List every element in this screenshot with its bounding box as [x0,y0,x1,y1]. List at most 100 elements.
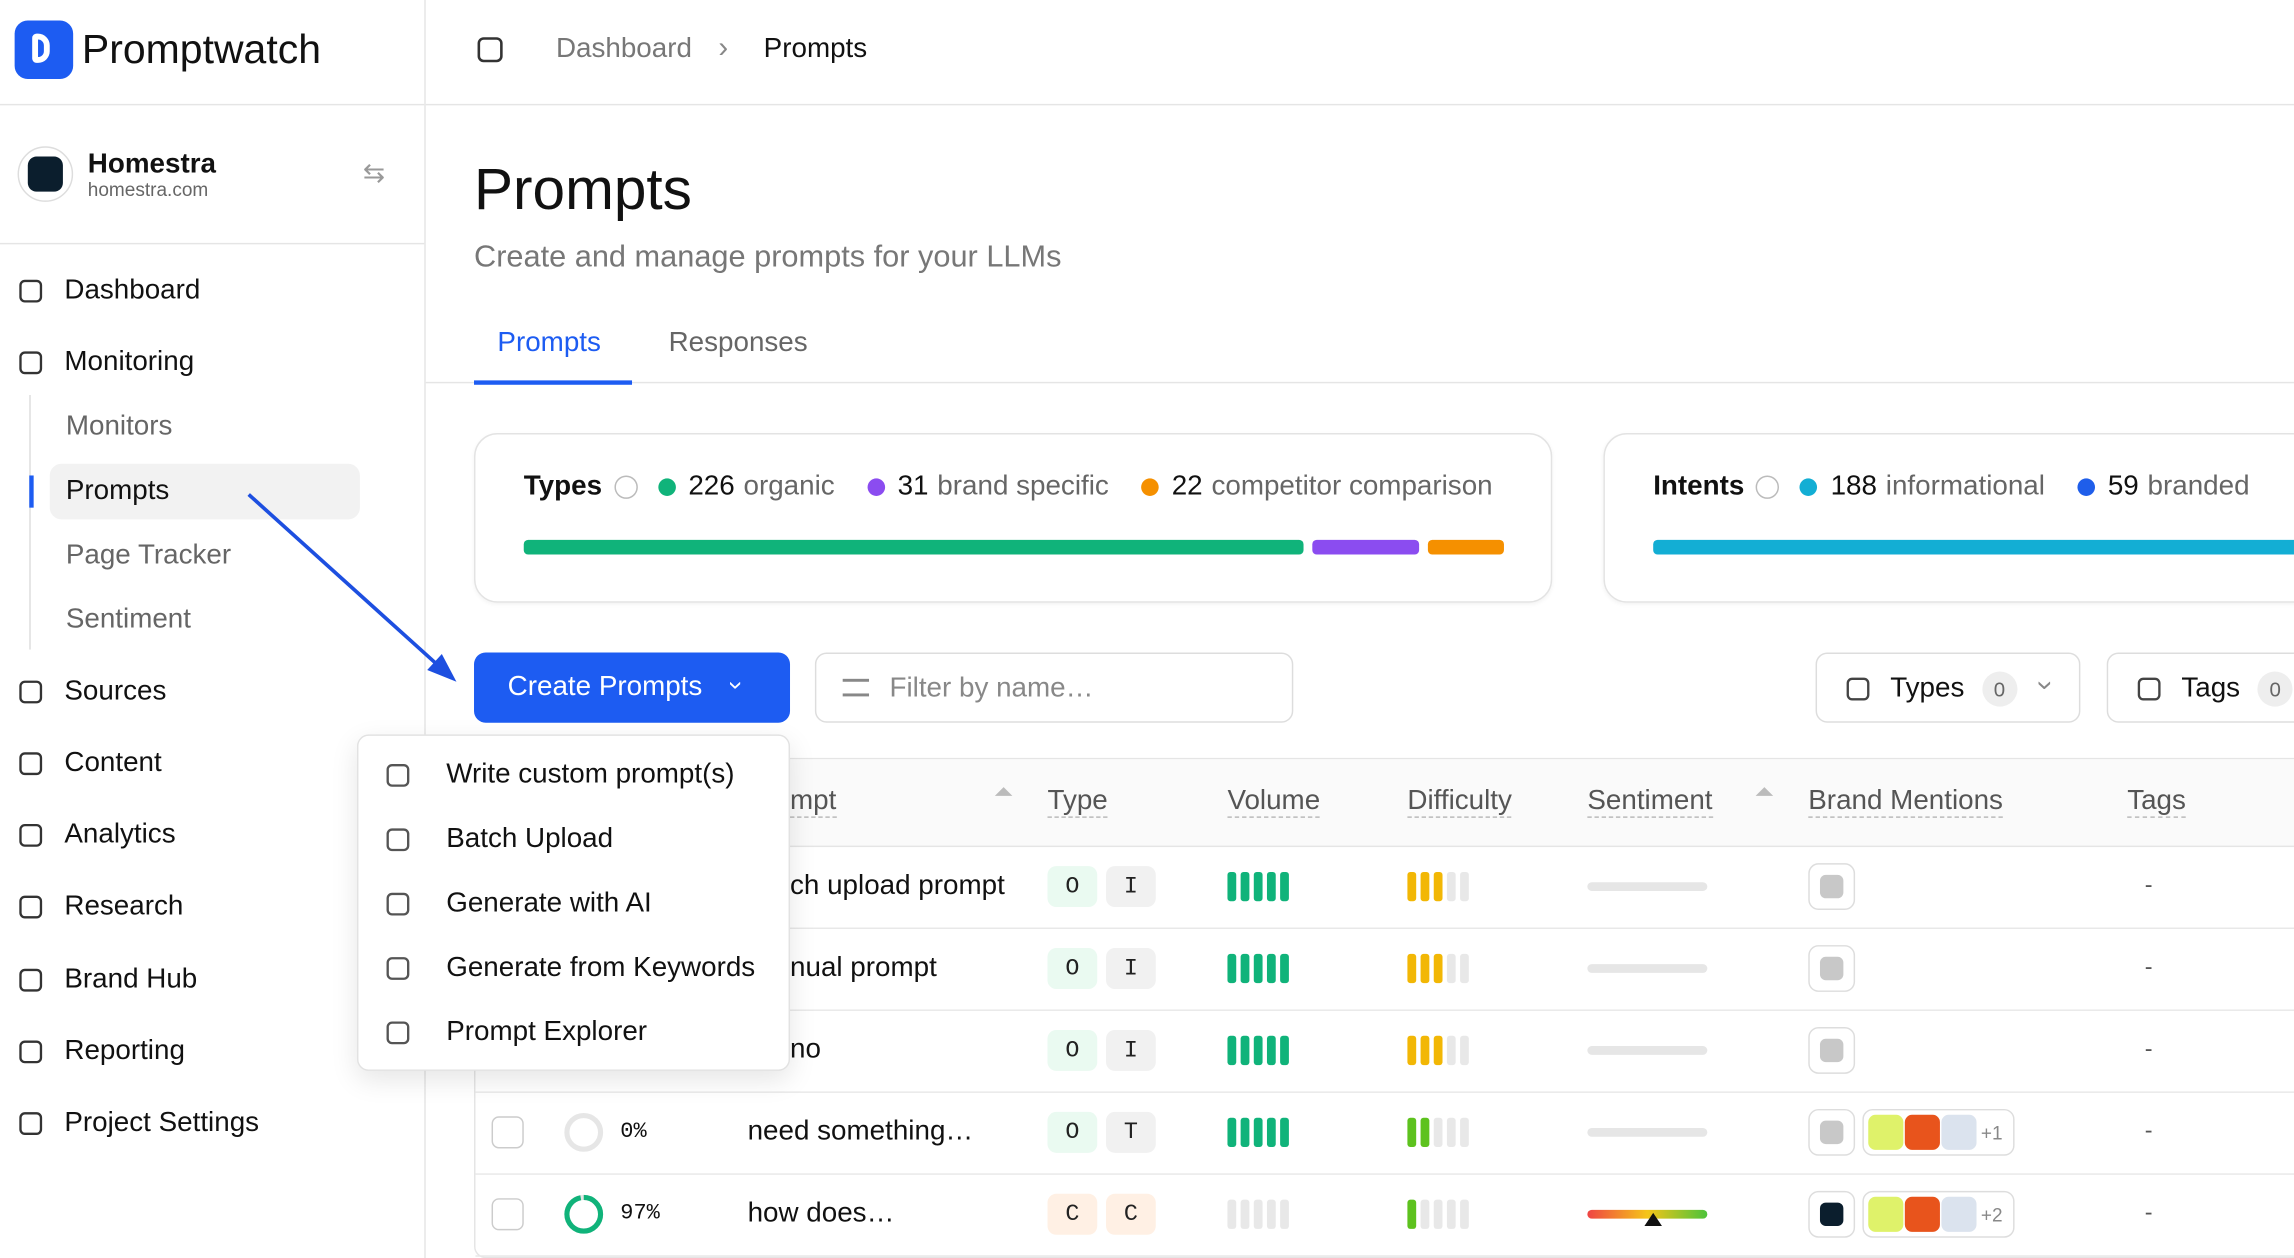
nav-subitem[interactable]: Sentiment [65,603,191,635]
tab[interactable]: Prompts [497,327,601,358]
level-bar [1420,871,1430,902]
ring-track [564,1112,604,1152]
arrow-line [247,493,445,672]
menu-item[interactable]: Batch Upload [446,823,614,854]
nav-item[interactable]: Analytics [64,818,176,850]
level-bar [1227,871,1237,902]
nav-tree-line [29,395,31,650]
visibility-ring [564,1112,604,1152]
icon [386,892,410,916]
switch-project[interactable]: ⇆ [362,158,385,188]
type-badge: O [1047,948,1098,989]
nav-item[interactable]: Content [64,746,162,778]
nav-item[interactable]: Project Settings [64,1106,260,1138]
nav-item[interactable]: Sources [64,675,167,706]
level-bar [1460,1035,1469,1066]
brand-mark [1819,956,1844,981]
create-prompts-button[interactable]: Create Prompts › [474,652,791,723]
icon-shape [19,1040,43,1064]
level-bar [1253,1199,1263,1229]
brand-logo [1808,1027,1856,1074]
prompt-text[interactable]: need something… [747,1115,974,1147]
icon [386,763,410,787]
type-badge: T [1106,1111,1156,1153]
page-title: Prompts [474,158,692,223]
column-header[interactable]: Difficulty [1407,785,1512,819]
summary-bar [1653,539,2294,555]
divider [0,103,425,106]
volume-bars [1227,1115,1300,1150]
column-header[interactable]: Volume [1227,785,1321,819]
tags-cell: - [2144,955,2153,981]
row-checkbox[interactable] [491,1198,524,1231]
filter-count: 0 [1981,671,2018,707]
brand-name: Promptwatch [81,25,321,72]
level-bar [1266,1117,1276,1147]
column-header[interactable]: Tags [2127,785,2186,819]
level-bar [1460,1117,1469,1147]
level-bar [1240,1199,1250,1229]
column-header[interactable]: mpt [790,785,837,819]
level-bar [1227,1117,1237,1147]
icon-shape [19,752,43,776]
menu-item[interactable]: Generate from Keywords [446,951,756,983]
icon-shape [19,351,43,375]
prompt-text[interactable]: no [790,1033,821,1065]
icon-shape [386,763,410,787]
project-domain: homestra.com [87,178,209,201]
filter-input[interactable]: Filter by name… [814,652,1294,723]
summary-count: 188 [1830,470,1877,502]
prompt-text[interactable]: nual prompt [790,951,937,983]
brands-extra: +1 [1980,1121,2003,1144]
topbar-border [425,103,2294,106]
difficulty-bars [1407,1033,1480,1068]
icon-shape [386,828,410,852]
icon-shape [19,968,43,992]
icon-shape [477,37,503,63]
nav-item[interactable]: Monitoring [64,346,195,377]
level-bar [1227,953,1237,984]
nav-item[interactable]: Brand Hub [64,963,198,995]
nav-subitem[interactable]: Monitors [65,410,173,442]
nav-subitem[interactable]: Page Tracker [65,539,232,570]
level-bar [1240,871,1250,902]
sentiment-empty [1587,1127,1708,1137]
breadcrumb[interactable]: Dashboard [555,32,692,64]
column-header[interactable]: Type [1047,785,1108,819]
nav-active-bar [29,475,34,508]
level-bar [1433,1035,1443,1066]
type-badge: O [1047,1029,1098,1071]
row-checkbox[interactable] [491,1116,524,1149]
level-bar [1240,1117,1250,1147]
tab[interactable]: Responses [668,327,808,358]
level-bar [1253,953,1263,984]
icon [19,895,43,919]
level-bar [1446,871,1456,902]
summary-item-label: competitor comparison [1211,470,1493,502]
nav-subitem[interactable]: Prompts [65,474,170,506]
menu-item[interactable]: Write custom prompt(s) [446,758,735,790]
nav-item[interactable]: Dashboard [64,274,201,306]
brand-avatar [1904,1114,1940,1150]
level-bar [1460,1199,1469,1229]
column-header[interactable]: Brand Mentions [1808,785,2003,819]
icon [19,1040,43,1064]
level-bar [1253,1117,1263,1147]
brand-group: +2 [1862,1190,2015,1238]
breadcrumb: Prompts [763,32,868,64]
prompt-text[interactable]: ch upload prompt [790,869,1005,901]
menu-item[interactable]: Prompt Explorer [446,1016,648,1047]
column-header[interactable]: Sentiment [1587,785,1713,819]
icon [477,37,503,63]
filter-icon [842,678,870,697]
filter-button[interactable]: Types 0 › [1815,652,2081,723]
nav-item[interactable]: Reporting [64,1035,185,1066]
nav-item[interactable]: Research [64,890,184,922]
level-bar [1407,1199,1417,1229]
level-bar [1460,871,1469,902]
prompt-text[interactable]: how does… [747,1197,895,1229]
menu-item[interactable]: Generate with AI [446,887,652,919]
level-bar [1266,1035,1276,1066]
